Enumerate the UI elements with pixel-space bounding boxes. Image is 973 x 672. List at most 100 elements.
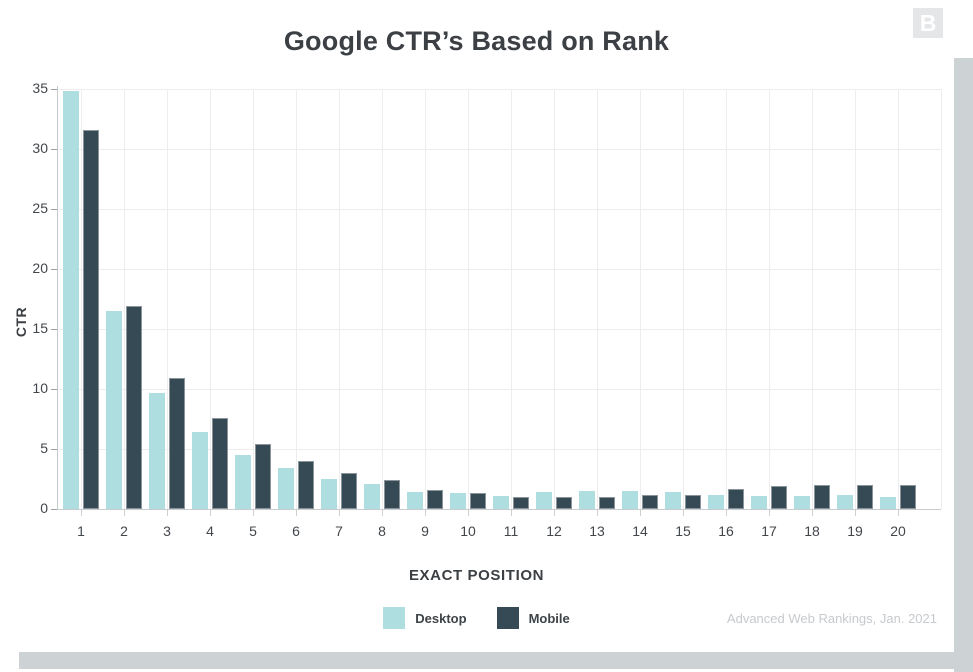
v-gridline xyxy=(253,89,254,509)
y-tick-label: 10 xyxy=(32,380,48,396)
y-axis-line xyxy=(57,86,58,510)
x-tick-label: 7 xyxy=(335,523,343,539)
v-gridline xyxy=(339,89,340,509)
x-tick-label: 16 xyxy=(718,523,734,539)
v-gridline xyxy=(812,89,813,509)
x-tick-label: 18 xyxy=(804,523,820,539)
v-gridline xyxy=(597,89,598,509)
brand-logo: B xyxy=(913,8,943,38)
bar-desktop-pos20 xyxy=(880,497,896,509)
x-tick xyxy=(683,510,684,516)
x-tick xyxy=(640,510,641,516)
v-gridline xyxy=(511,89,512,509)
plot-area: 0 5 10 15 20 25 30 35 1 2 3 4 5 6 7 8 9 10 11 12 13 14 15 16 17 1… xyxy=(32,80,942,539)
bar-desktop-pos19 xyxy=(837,495,853,509)
y-tick-label: 25 xyxy=(32,200,48,216)
y-tick-label: 20 xyxy=(32,260,48,276)
bar-mobile-pos8 xyxy=(384,480,400,509)
x-axis-title: EXACT POSITION xyxy=(408,567,545,584)
h-gridline xyxy=(57,269,941,270)
x-tick xyxy=(81,510,82,516)
h-gridline xyxy=(57,89,941,90)
bar-desktop-pos13 xyxy=(579,491,595,509)
bar-desktop-pos15 xyxy=(665,492,681,509)
y-tick xyxy=(51,329,57,330)
x-tick xyxy=(511,510,512,516)
bar-desktop-pos4 xyxy=(192,432,208,509)
x-tick-label: 11 xyxy=(503,523,519,539)
bar-mobile-pos19 xyxy=(857,485,873,509)
v-gridline xyxy=(167,89,168,509)
x-tick xyxy=(597,510,598,516)
h-gridline xyxy=(57,449,941,450)
x-tick xyxy=(812,510,813,516)
chart-title: Google CTR’s Based on Rank xyxy=(283,26,670,56)
x-tick xyxy=(898,510,899,516)
y-axis-title: CTR xyxy=(13,306,29,338)
x-tick-label: 9 xyxy=(421,523,429,539)
x-tick-label: 5 xyxy=(249,523,257,539)
y-tick xyxy=(51,509,57,510)
x-tick-label: 3 xyxy=(163,523,171,539)
bar-desktop-pos11 xyxy=(493,496,509,509)
legend-swatch-mobile xyxy=(496,607,519,629)
horizontal-scrollbar[interactable] xyxy=(19,652,973,669)
legend-item-mobile: Mobile xyxy=(496,607,570,629)
vertical-scrollbar[interactable] xyxy=(954,58,973,672)
x-tick-label: 13 xyxy=(589,523,605,539)
x-tick-label: 12 xyxy=(546,523,562,539)
bar-desktop-pos14 xyxy=(622,491,638,509)
y-tick-label: 35 xyxy=(32,80,48,96)
bar-mobile-pos9 xyxy=(427,490,443,509)
bar-desktop-pos18 xyxy=(794,496,810,509)
v-gridline xyxy=(726,89,727,509)
bar-mobile-pos6 xyxy=(298,461,314,509)
v-gridline xyxy=(124,89,125,509)
legend-swatch-desktop xyxy=(383,607,406,629)
x-tick xyxy=(855,510,856,516)
v-gridline xyxy=(941,89,942,509)
x-tick-label: 15 xyxy=(675,523,691,539)
bar-desktop-pos10 xyxy=(450,493,466,509)
bar-desktop-pos3 xyxy=(149,393,165,509)
v-gridline xyxy=(468,89,469,509)
bar-mobile-pos13 xyxy=(599,497,615,509)
bar-mobile-pos15 xyxy=(685,495,701,509)
x-tick-label: 8 xyxy=(378,523,386,539)
bar-mobile-pos17 xyxy=(771,486,787,509)
y-tick xyxy=(51,449,57,450)
v-gridline xyxy=(769,89,770,509)
bar-mobile-pos7 xyxy=(341,473,357,509)
x-tick-label: 1 xyxy=(77,523,85,539)
y-tick-label: 30 xyxy=(32,140,48,156)
x-tick xyxy=(167,510,168,516)
bar-mobile-pos18 xyxy=(814,485,830,509)
x-tick xyxy=(253,510,254,516)
h-gridline xyxy=(57,209,941,210)
bar-desktop-pos2 xyxy=(106,311,122,509)
x-tick xyxy=(339,510,340,516)
bar-mobile-pos12 xyxy=(556,497,572,509)
bar-mobile-pos3 xyxy=(169,378,185,509)
bar-desktop-pos1 xyxy=(63,91,79,509)
v-gridline xyxy=(210,89,211,509)
x-tick-label: 14 xyxy=(632,523,648,539)
x-tick-label: 20 xyxy=(890,523,906,539)
bar-desktop-pos9 xyxy=(407,492,423,509)
x-tick-label: 4 xyxy=(206,523,214,539)
x-tick xyxy=(210,510,211,516)
y-tick-label: 0 xyxy=(40,500,48,516)
v-gridline xyxy=(898,89,899,509)
bar-mobile-pos2 xyxy=(126,306,142,509)
x-tick xyxy=(554,510,555,516)
x-tick-label: 17 xyxy=(761,523,777,539)
legend-item-desktop: Desktop xyxy=(383,607,467,629)
x-tick xyxy=(124,510,125,516)
bar-mobile-pos1 xyxy=(83,130,99,509)
x-tick-label: 2 xyxy=(120,523,128,539)
bar-desktop-pos8 xyxy=(364,484,380,509)
y-tick xyxy=(51,149,57,150)
legend: Desktop Mobile xyxy=(0,606,953,630)
bar-mobile-pos10 xyxy=(470,493,486,509)
v-gridline xyxy=(640,89,641,509)
